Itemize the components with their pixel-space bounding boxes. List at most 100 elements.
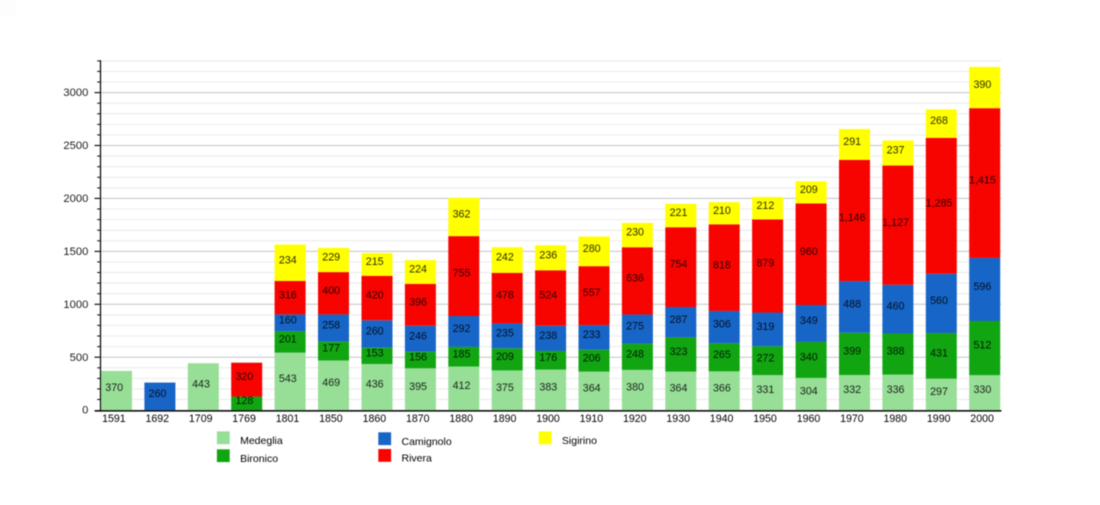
svg-text:229: 229 [322,252,340,264]
svg-text:233: 233 [583,329,601,341]
svg-text:375: 375 [496,382,514,394]
svg-text:319: 319 [756,321,774,333]
svg-text:636: 636 [626,273,644,285]
svg-text:383: 383 [539,381,557,393]
svg-text:206: 206 [583,352,601,364]
svg-text:272: 272 [756,352,774,364]
svg-text:1,146: 1,146 [839,212,866,224]
svg-text:388: 388 [887,346,905,358]
svg-text:879: 879 [756,258,774,270]
svg-text:242: 242 [496,252,514,264]
svg-text:390: 390 [973,79,991,91]
svg-text:366: 366 [713,382,731,394]
svg-text:557: 557 [583,287,601,299]
svg-text:320: 320 [235,371,253,383]
svg-text:3000: 3000 [63,87,88,99]
svg-text:488: 488 [843,299,861,311]
svg-text:478: 478 [496,290,514,302]
svg-text:280: 280 [583,243,601,255]
svg-text:1940: 1940 [710,413,734,425]
svg-text:1930: 1930 [666,413,690,425]
svg-text:1880: 1880 [449,413,473,425]
svg-text:156: 156 [409,352,427,364]
svg-text:176: 176 [539,352,557,364]
svg-text:755: 755 [453,268,471,280]
svg-text:177: 177 [322,343,340,355]
svg-text:364: 364 [583,382,601,394]
svg-text:1591: 1591 [102,413,126,425]
svg-text:212: 212 [756,200,774,212]
svg-text:Camignolo: Camignolo [402,436,452,448]
svg-text:236: 236 [539,249,557,261]
svg-text:399: 399 [843,346,861,358]
svg-text:412: 412 [453,380,471,392]
svg-text:237: 237 [887,145,905,157]
svg-text:234: 234 [279,254,297,266]
svg-text:1,127: 1,127 [882,217,909,229]
svg-text:1970: 1970 [840,413,864,425]
svg-text:160: 160 [279,315,297,327]
svg-text:0: 0 [82,405,88,417]
svg-text:275: 275 [626,321,644,333]
svg-text:258: 258 [322,320,340,332]
svg-text:524: 524 [539,290,557,302]
svg-text:1769: 1769 [232,413,256,425]
svg-text:291: 291 [843,136,861,148]
svg-text:323: 323 [670,346,688,358]
svg-text:304: 304 [800,386,818,398]
svg-text:2000: 2000 [970,413,994,425]
svg-text:1,415: 1,415 [969,175,996,187]
svg-text:1910: 1910 [580,413,604,425]
svg-text:2500: 2500 [63,140,88,152]
svg-text:380: 380 [626,382,644,394]
svg-text:460: 460 [887,301,905,313]
svg-text:1709: 1709 [189,413,213,425]
svg-text:128: 128 [235,395,253,407]
svg-text:306: 306 [713,319,731,331]
svg-text:209: 209 [800,184,818,196]
svg-text:1860: 1860 [363,413,387,425]
svg-text:332: 332 [843,384,861,396]
svg-text:209: 209 [496,351,514,363]
svg-text:246: 246 [409,330,427,342]
svg-text:1990: 1990 [927,413,951,425]
svg-text:1950: 1950 [753,413,777,425]
svg-text:1692: 1692 [146,413,170,425]
svg-text:754: 754 [670,259,688,271]
svg-text:400: 400 [322,285,340,297]
svg-text:560: 560 [930,295,948,307]
svg-text:362: 362 [453,209,471,221]
svg-text:Rivera: Rivera [402,453,433,465]
svg-text:185: 185 [453,348,471,360]
svg-text:512: 512 [973,340,991,352]
svg-text:330: 330 [973,384,991,396]
svg-text:1850: 1850 [319,413,343,425]
svg-text:370: 370 [105,382,123,394]
svg-text:238: 238 [539,330,557,342]
svg-text:1801: 1801 [276,413,300,425]
svg-text:230: 230 [626,227,644,239]
svg-text:153: 153 [366,348,384,360]
svg-text:2000: 2000 [63,193,88,205]
svg-text:1960: 1960 [797,413,821,425]
svg-text:1900: 1900 [536,413,560,425]
svg-text:Bironico: Bironico [240,453,278,465]
svg-text:443: 443 [192,378,210,390]
svg-text:336: 336 [887,384,905,396]
svg-text:1870: 1870 [406,413,430,425]
svg-text:215: 215 [366,256,384,268]
svg-text:596: 596 [973,281,991,293]
svg-text:Medeglia: Medeglia [240,435,283,447]
svg-text:248: 248 [626,348,644,360]
svg-text:316: 316 [279,289,297,301]
svg-text:349: 349 [800,315,818,327]
svg-text:210: 210 [713,205,731,217]
svg-text:1920: 1920 [623,413,647,425]
svg-text:396: 396 [409,296,427,308]
svg-text:331: 331 [756,384,774,396]
svg-text:221: 221 [670,207,688,219]
svg-text:436: 436 [366,379,384,391]
svg-text:960: 960 [800,246,818,258]
svg-text:201: 201 [279,334,297,346]
svg-text:420: 420 [366,290,384,302]
